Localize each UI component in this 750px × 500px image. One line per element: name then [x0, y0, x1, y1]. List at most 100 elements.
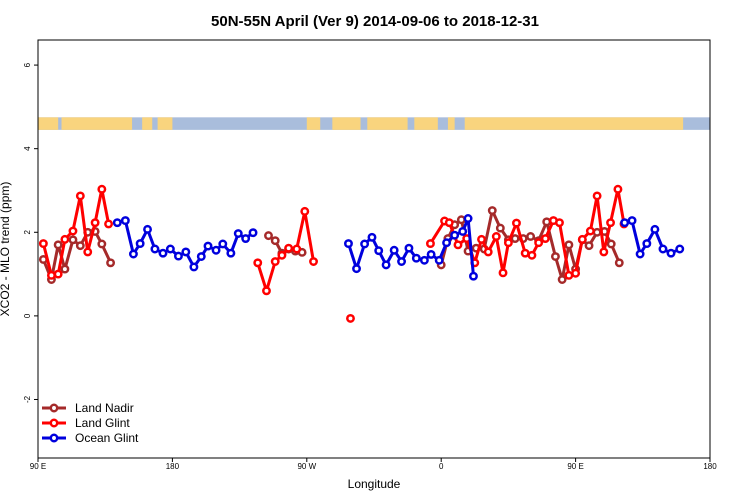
- x-axis: 90 E 180 90 W 0 90 E 180: [30, 458, 717, 471]
- data-point: [404, 243, 414, 253]
- data-point: [487, 206, 497, 215]
- legend-label: Land Glint: [75, 416, 130, 430]
- data-point: [463, 214, 473, 223]
- data-point: [614, 258, 624, 268]
- data-point: [277, 250, 287, 260]
- data-point: [344, 239, 353, 249]
- data-point: [270, 257, 280, 266]
- data-point: [426, 249, 436, 259]
- data-point: [534, 238, 544, 248]
- data-point: [264, 231, 273, 241]
- data-point: [262, 286, 271, 296]
- data-point: [434, 255, 444, 265]
- x-tick-label: 180: [703, 462, 717, 471]
- data-point: [458, 226, 468, 236]
- x-tick-label: 180: [166, 462, 180, 471]
- data-point: [450, 230, 460, 240]
- data-point: [453, 240, 463, 250]
- data-point: [526, 232, 536, 241]
- land-segment: [157, 117, 173, 130]
- y-tick-label: 0: [23, 313, 32, 318]
- data-point: [38, 239, 48, 249]
- data-point: [68, 226, 78, 236]
- data-point: [650, 224, 660, 234]
- data-point: [498, 268, 508, 278]
- data-point: [135, 239, 145, 249]
- data-point: [397, 257, 407, 266]
- data-point: [555, 218, 564, 228]
- data-point: [658, 244, 668, 254]
- data-point: [83, 247, 93, 257]
- data-point: [456, 215, 466, 225]
- data-point: [477, 234, 486, 244]
- data-point: [442, 238, 452, 248]
- data-point: [128, 249, 138, 259]
- data-point: [75, 191, 85, 201]
- land-segment: [464, 117, 684, 130]
- data-point: [592, 227, 602, 237]
- data-point: [483, 247, 493, 257]
- data-point: [419, 255, 429, 265]
- data-point: [627, 216, 637, 226]
- legend-swatch-marker: [49, 403, 59, 413]
- data-point: [165, 244, 175, 254]
- y-tick-label: 6: [23, 62, 32, 67]
- data-point: [444, 218, 454, 228]
- data-point: [158, 248, 168, 258]
- data-point: [360, 239, 370, 249]
- data-point: [352, 264, 361, 274]
- legend-label: Ocean Glint: [75, 431, 139, 445]
- data-point: [564, 270, 574, 280]
- data-point: [309, 257, 318, 266]
- data-point: [620, 218, 630, 228]
- data-point: [253, 258, 263, 268]
- data-point: [181, 247, 191, 257]
- data-point: [584, 241, 594, 251]
- data-point: [173, 251, 183, 261]
- data-point: [381, 260, 391, 270]
- data-point: [606, 218, 615, 228]
- data-point: [540, 234, 550, 244]
- data-point: [143, 224, 152, 234]
- data-point: [577, 234, 587, 244]
- data-point: [599, 247, 609, 257]
- data-point: [90, 218, 100, 228]
- plot-frame: [37, 39, 711, 459]
- data-point: [520, 248, 530, 258]
- data-point: [60, 264, 70, 274]
- data-point: [97, 184, 107, 194]
- data-point: [550, 252, 560, 261]
- data-point: [218, 239, 228, 249]
- x-tick-label: 90 E: [30, 462, 46, 471]
- data-point: [112, 218, 122, 228]
- data-point: [374, 246, 384, 256]
- data-point: [120, 216, 130, 226]
- y-tick-label: -2: [23, 395, 32, 403]
- data-point: [46, 270, 56, 280]
- data-point: [491, 232, 501, 241]
- y-tick-label: 4: [23, 146, 32, 151]
- x-axis-label: Longitude: [348, 477, 401, 491]
- data-point: [592, 191, 602, 201]
- data-point: [613, 184, 623, 194]
- data-point: [346, 313, 355, 323]
- y-tick-label: 2: [23, 230, 32, 235]
- land-segment: [61, 117, 133, 130]
- data-point: [642, 239, 652, 249]
- data-point: [527, 250, 537, 260]
- data-point: [53, 240, 63, 250]
- data-point: [248, 228, 258, 238]
- series-line: [256, 209, 315, 293]
- data-point: [666, 248, 676, 258]
- data-point: [104, 219, 114, 229]
- data-point: [411, 253, 421, 263]
- land-segment: [142, 117, 153, 130]
- data-point: [270, 236, 280, 246]
- data-point: [495, 223, 505, 233]
- land-segment: [38, 117, 59, 130]
- land-ocean-band: [38, 117, 710, 130]
- land-segment: [306, 117, 321, 130]
- data-point: [571, 268, 581, 278]
- data-point: [512, 218, 521, 228]
